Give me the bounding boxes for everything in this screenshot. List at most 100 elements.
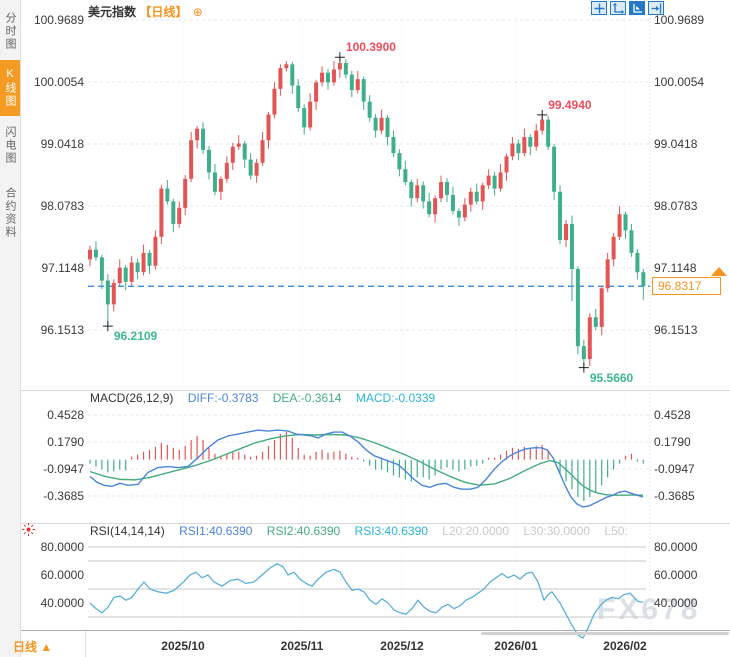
- x-axis-line: [0, 630, 730, 631]
- x-axis-date-label: 2025/11: [280, 639, 324, 653]
- candle: [391, 137, 396, 154]
- footer-divider: [85, 631, 86, 657]
- rsi3-value: RSI3:40.6390: [354, 524, 428, 538]
- candle: [165, 188, 170, 202]
- macd-diff-line: [89, 429, 644, 508]
- candle: [320, 72, 325, 83]
- candle: [171, 201, 176, 224]
- go-to-latest-icon[interactable]: [648, 1, 664, 15]
- candle: [528, 137, 533, 147]
- x-axis-date-label: 2025/12: [380, 639, 424, 653]
- rsi-info-row: RSI(14,14,14) RSI1:40.6390 RSI2:40.6390 …: [90, 524, 639, 538]
- candle: [141, 252, 146, 273]
- candle: [88, 249, 92, 260]
- candle: [236, 143, 241, 147]
- candle: [546, 119, 551, 147]
- price-axis-label-right: 100.0054: [654, 75, 705, 89]
- sidebar: 分时图 K线图 闪电图 合约资料: [0, 0, 21, 657]
- candle: [385, 117, 390, 138]
- candle: [266, 114, 271, 141]
- candle: [278, 68, 283, 89]
- candle: [230, 146, 235, 163]
- add-indicator-icon[interactable]: ⊕: [192, 5, 203, 19]
- candle: [403, 169, 408, 183]
- rsi-l50-value: L50:: [604, 524, 628, 538]
- candle: [105, 280, 110, 305]
- candle: [314, 82, 319, 102]
- candle: [147, 252, 152, 266]
- candle: [302, 108, 307, 128]
- indicator-alert-icon[interactable]: [21, 522, 36, 542]
- candle: [290, 64, 295, 86]
- candle: [569, 223, 574, 269]
- candle: [224, 162, 229, 179]
- rsi-axis-label-right: 40.0000: [654, 596, 698, 610]
- price-axis-label-left: 100.9689: [33, 13, 84, 27]
- macd-title: MACD(26,12,9): [90, 391, 174, 405]
- rsi-title: RSI(14,14,14): [90, 524, 165, 538]
- candle: [296, 85, 301, 109]
- chart-scrollbar[interactable]: [481, 632, 729, 635]
- candle: [611, 236, 616, 260]
- candle: [409, 182, 414, 199]
- price-marker-arrow-icon: [711, 267, 727, 276]
- price-annotation: 96.2109: [113, 329, 158, 344]
- macd-axis-label-left: 0.1790: [47, 434, 84, 449]
- price-axis-label-left: 100.0054: [33, 75, 84, 89]
- candle: [593, 317, 598, 327]
- candle: [534, 130, 539, 147]
- candle: [641, 272, 646, 287]
- candle: [540, 119, 545, 131]
- candle: [218, 178, 223, 192]
- candle: [629, 230, 634, 253]
- rsi1-value: RSI1:40.6390: [179, 524, 253, 538]
- candle: [415, 185, 420, 199]
- sidebar-tab-time-share[interactable]: 分时图: [4, 11, 16, 51]
- candle: [504, 156, 509, 173]
- candle: [123, 267, 128, 282]
- current-price-tag: 96.8317: [652, 277, 721, 295]
- extreme-markers: [102, 52, 589, 373]
- candle: [421, 185, 426, 202]
- candle: [355, 79, 360, 91]
- period-tag: 【日线】: [139, 5, 188, 19]
- macd-axis-label-right: 0.1790: [654, 434, 691, 449]
- candle: [367, 101, 372, 118]
- candle: [207, 149, 211, 173]
- candle: [522, 137, 527, 154]
- sidebar-tab-lightning[interactable]: 闪电图: [4, 125, 16, 165]
- candle: [331, 69, 336, 83]
- candle: [129, 262, 134, 282]
- candle: [456, 211, 461, 218]
- price-axis-label-left: 98.0783: [40, 199, 84, 213]
- chart-title: 美元指数 【日线】 ⊕: [88, 3, 203, 20]
- auto-scale-icon[interactable]: [629, 1, 645, 15]
- candle: [433, 198, 438, 215]
- candle: [242, 143, 247, 160]
- candle: [189, 140, 194, 179]
- candle: [117, 267, 122, 284]
- macd-info-row: MACD(26,12,9) DIFF:-0.3783 DEA:-0.3614 M…: [90, 391, 446, 405]
- period-selector[interactable]: 日线 ▲: [13, 640, 53, 654]
- candle: [450, 194, 455, 212]
- crosshair-icon[interactable]: [591, 1, 607, 15]
- rsi2-value: RSI2:40.6390: [266, 524, 341, 538]
- candle: [498, 172, 503, 189]
- rsi-l30-value: L30:30.0000: [523, 524, 591, 538]
- candle: [492, 175, 497, 189]
- candle: [272, 88, 277, 115]
- panel-separator-rsi: [20, 523, 730, 524]
- fit-scale-icon[interactable]: [610, 1, 626, 15]
- candle: [445, 182, 449, 195]
- sidebar-tab-kline[interactable]: K线图: [0, 60, 20, 116]
- candle: [558, 191, 563, 241]
- watermark: FX678: [597, 593, 701, 626]
- rsi-l20-value: L20:20.0000: [442, 524, 509, 538]
- sidebar-tab-contract-info[interactable]: 合约资料: [4, 187, 16, 239]
- price-axis-label-right: 97.1148: [654, 261, 697, 275]
- candle: [486, 175, 491, 186]
- candlestick-series: [88, 57, 646, 368]
- candle: [308, 101, 313, 128]
